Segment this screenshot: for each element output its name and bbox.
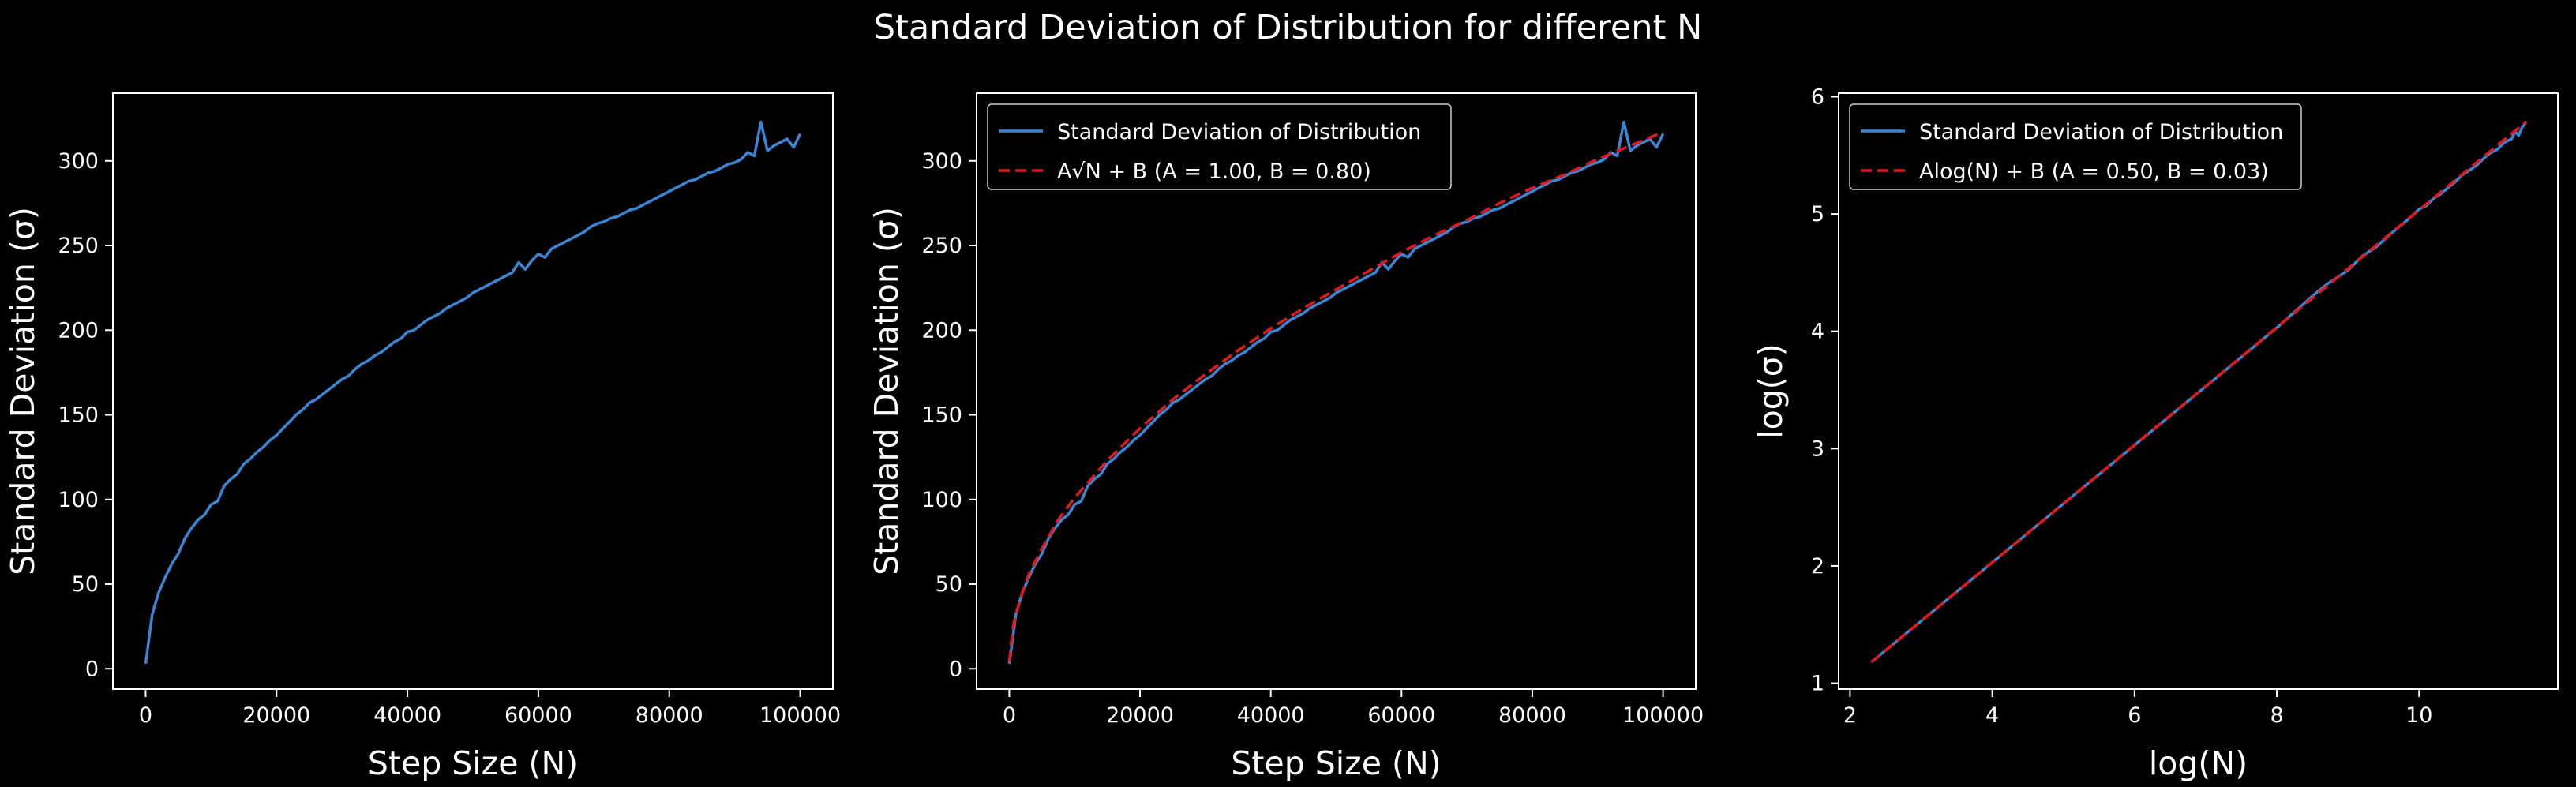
y-tick-label: 100 xyxy=(921,488,962,512)
legend-box xyxy=(987,103,1452,190)
y-tick-label: 150 xyxy=(58,403,99,428)
y-tick-label: 0 xyxy=(85,657,99,681)
y-axis-label: log(σ) xyxy=(1752,343,1790,438)
x-tick-label: 20000 xyxy=(242,703,310,728)
x-tick-label: 0 xyxy=(1003,703,1016,728)
y-tick-label: 50 xyxy=(72,572,99,597)
legend-box xyxy=(1849,103,2302,190)
x-tick-label: 100000 xyxy=(759,703,841,728)
legend-label: A√N + B (A = 1.00, B = 0.80) xyxy=(1057,159,1371,184)
y-tick-label: 50 xyxy=(936,572,962,597)
series-line-fit xyxy=(1007,130,1664,662)
figure-title: Standard Deviation of Distribution for d… xyxy=(873,8,1703,47)
chart-panel-2: 0 20000 40000 60000 80000 100000 0 50 100 150 200 2… xyxy=(868,92,1704,782)
x-tick-label: 10 xyxy=(2405,703,2432,728)
legend-label: Alog(N) + B (A = 0.50, B = 0.03) xyxy=(1919,159,2269,184)
x-tick-label: 80000 xyxy=(636,703,703,728)
y-tick-label: 1 xyxy=(1811,672,1824,696)
y-tick-label: 200 xyxy=(58,318,99,343)
series-line-data xyxy=(1007,120,1665,665)
x-axis-label: Step Size (N) xyxy=(368,744,578,782)
series-line-fit xyxy=(1870,120,2528,664)
x-tick-label: 2 xyxy=(1843,703,1857,728)
x-tick-label: 60000 xyxy=(504,703,572,728)
legend-label: Standard Deviation of Distribution xyxy=(1057,120,1421,144)
y-tick-label: 100 xyxy=(58,488,99,512)
y-tick-label: 200 xyxy=(921,318,962,343)
chart-panel-1: 0 20000 40000 60000 80000 100000 0 50 100 150 200 2… xyxy=(4,92,841,782)
x-tick-label: 8 xyxy=(2270,703,2283,728)
x-tick-label: 20000 xyxy=(1106,703,1174,728)
x-tick-label: 60000 xyxy=(1367,703,1435,728)
y-tick-label: 4 xyxy=(1811,320,1824,344)
x-tick-label: 0 xyxy=(139,703,152,728)
x-tick-label: 80000 xyxy=(1498,703,1566,728)
x-tick-label: 100000 xyxy=(1622,703,1704,728)
y-tick-label: 300 xyxy=(921,149,962,174)
y-tick-label: 150 xyxy=(921,403,962,428)
series-line-data xyxy=(144,120,802,665)
x-tick-label: 40000 xyxy=(1237,703,1305,728)
y-tick-label: 250 xyxy=(921,234,962,258)
y-tick-label: 300 xyxy=(58,149,99,174)
plot-frame xyxy=(976,92,1697,690)
y-tick-label: 6 xyxy=(1811,84,1824,109)
y-axis-label: Standard Deviation (σ) xyxy=(868,207,906,575)
x-tick-label: 6 xyxy=(2128,703,2141,728)
x-axis-label: Step Size (N) xyxy=(1231,744,1441,782)
y-axis-label: Standard Deviation (σ) xyxy=(4,207,42,575)
y-tick-label: 2 xyxy=(1811,554,1824,579)
y-tick-label: 250 xyxy=(58,234,99,258)
x-tick-label: 40000 xyxy=(373,703,441,728)
plot-frame xyxy=(112,92,834,690)
legend-label: Standard Deviation of Distribution xyxy=(1919,120,2283,144)
x-tick-label: 4 xyxy=(1985,703,1999,728)
y-tick-label: 5 xyxy=(1811,202,1824,227)
x-axis-label: log(N) xyxy=(2149,744,2248,782)
y-tick-label: 3 xyxy=(1811,437,1824,461)
y-tick-label: 0 xyxy=(949,657,962,681)
